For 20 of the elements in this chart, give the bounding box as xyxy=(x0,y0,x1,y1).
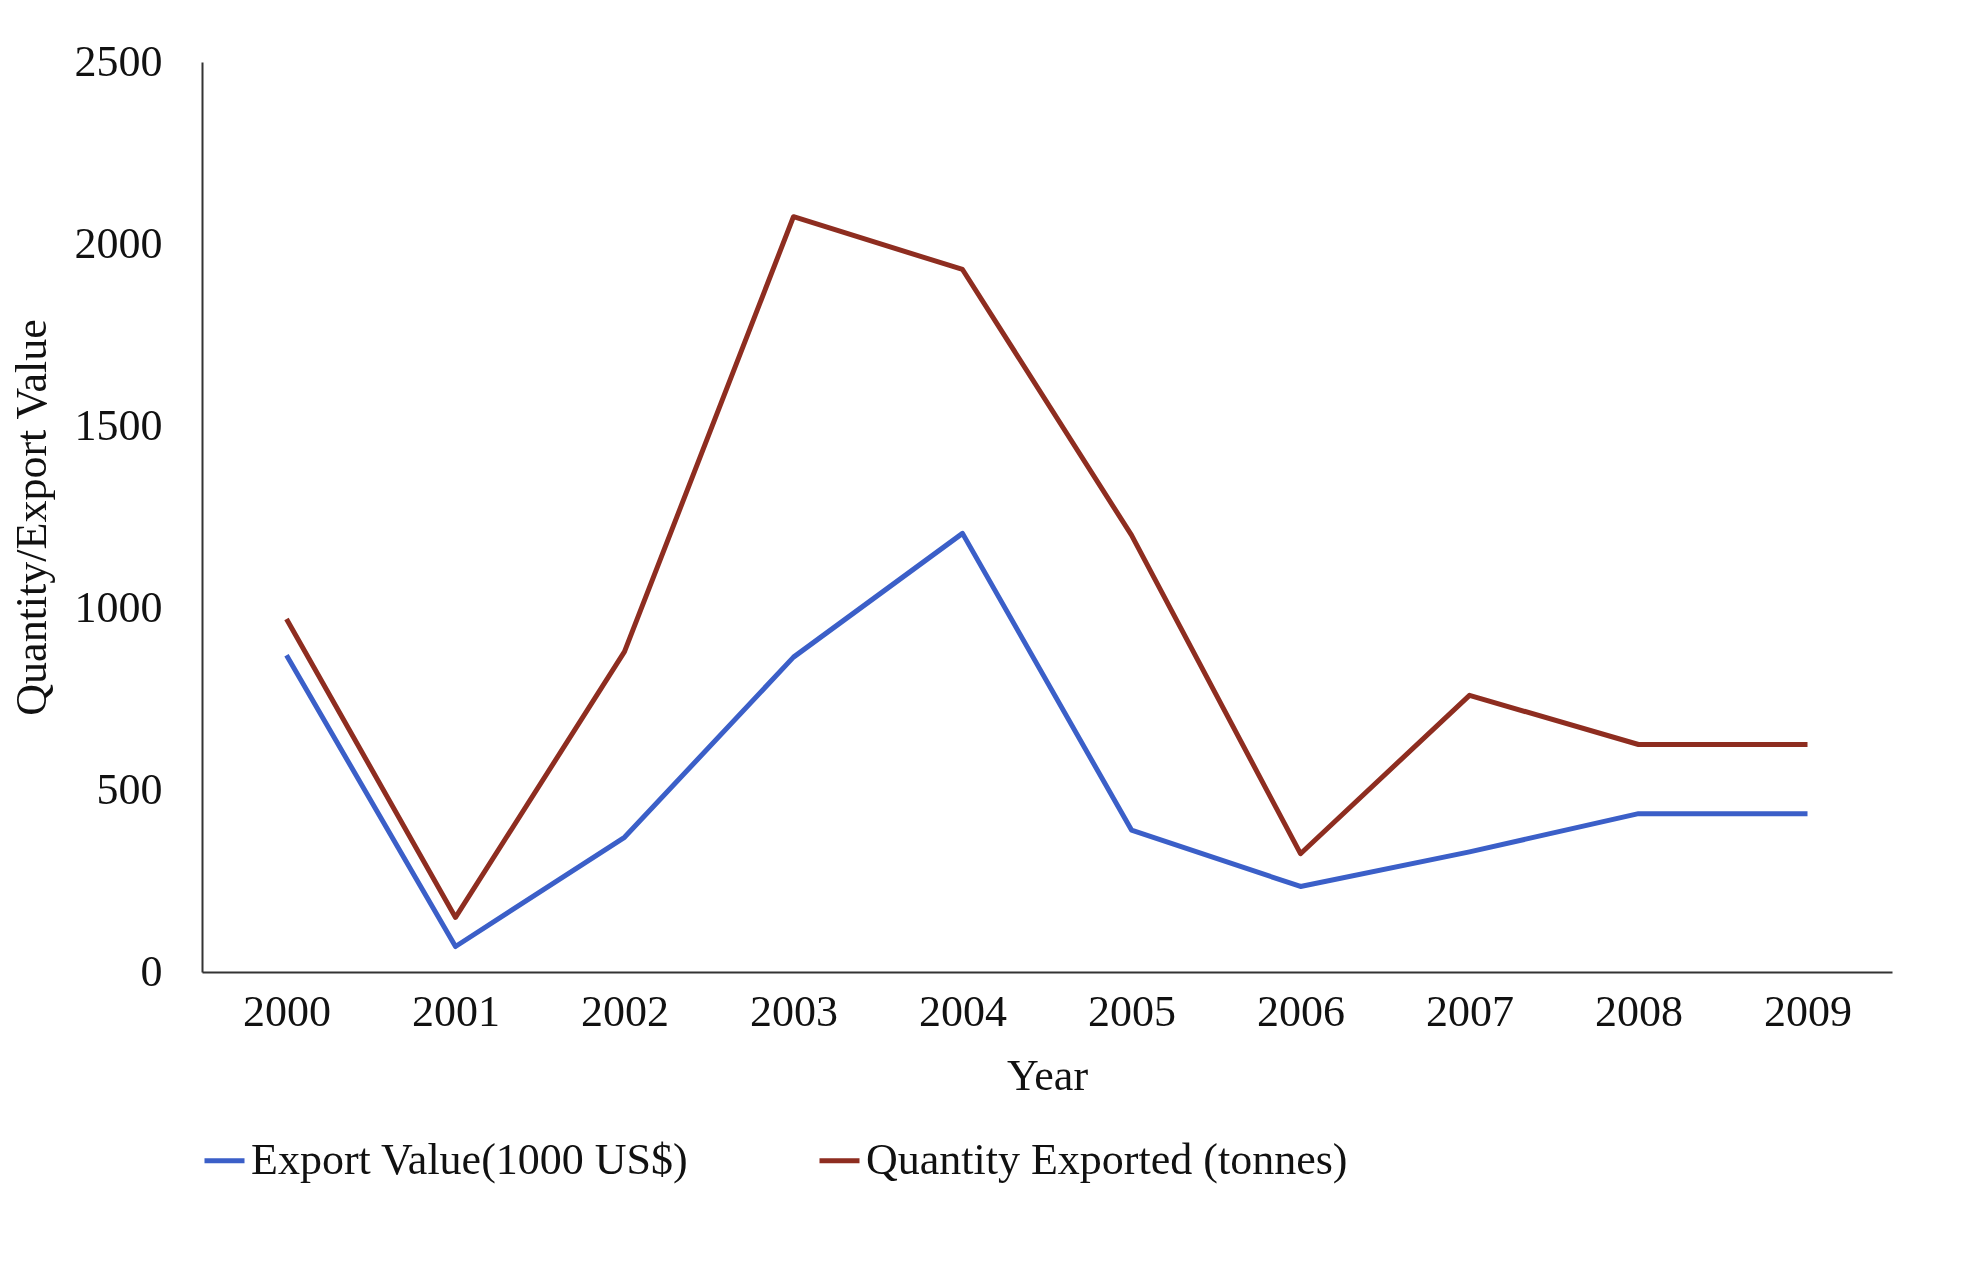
x-tick-label: 2009 xyxy=(1764,986,1852,1036)
y-tick-label: 2500 xyxy=(74,36,163,86)
x-tick-label: 2001 xyxy=(412,986,500,1036)
y-tick-label: 0 xyxy=(140,946,163,996)
x-tick-label: 2000 xyxy=(243,986,331,1036)
y-tick-label: 500 xyxy=(96,764,163,814)
y-tick-label: 2000 xyxy=(74,218,163,268)
legend-label: Quantity Exported (tonnes) xyxy=(866,1134,1348,1184)
x-tick-label: 2002 xyxy=(581,986,669,1036)
x-tick-label: 2005 xyxy=(1088,986,1176,1036)
x-tick-label: 2007 xyxy=(1426,986,1514,1036)
y-tick-label: 1500 xyxy=(74,400,163,450)
x-tick-label: 2004 xyxy=(919,986,1007,1036)
y-tick-label: 1000 xyxy=(74,582,163,632)
legend-label: Export Value(1000 US$) xyxy=(251,1134,688,1184)
x-axis-title: Year xyxy=(1006,1050,1089,1100)
x-tick-label: 2008 xyxy=(1595,986,1683,1036)
y-axis-title: Quantity/Export Value xyxy=(6,319,56,716)
x-tick-label: 2006 xyxy=(1257,986,1345,1036)
x-tick-label: 2003 xyxy=(750,986,838,1036)
